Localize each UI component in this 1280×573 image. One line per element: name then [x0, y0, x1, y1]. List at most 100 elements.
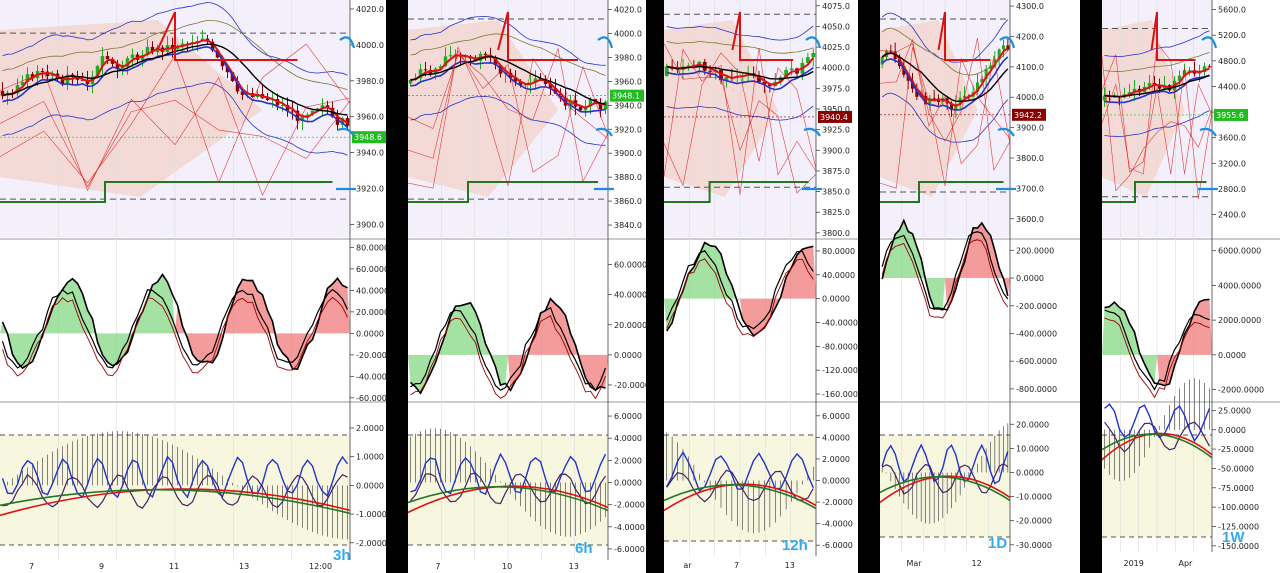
mid-tick-label: 60.0000 [356, 265, 386, 274]
candle-body [975, 82, 980, 92]
candle-body [105, 56, 110, 59]
signal-line [410, 306, 607, 392]
cloud-fill [1102, 20, 1185, 197]
price-tick-label: 2400.0 [1218, 211, 1246, 220]
mid-tick-label: -600.0000 [1016, 357, 1057, 366]
price-tick-label: 3920.0 [356, 185, 384, 194]
low-tick-label: -50.0000 [1218, 464, 1254, 473]
low-tick-label: 6.0000 [614, 412, 642, 421]
date-tick-label: Apr [1179, 559, 1194, 568]
mid-tick-label: 80.0000 [356, 243, 386, 252]
date-tick-label: 2019 [1124, 559, 1144, 568]
fast-ma-blue [1104, 74, 1210, 104]
momentum-fill-red [945, 223, 1010, 310]
mid-tick-label: -20.0000 [614, 381, 646, 390]
candle-body [483, 53, 488, 55]
price-tick-label: 3960.0 [356, 113, 384, 122]
low-tick-label: -125.0000 [1218, 522, 1259, 531]
candle-body [533, 78, 538, 83]
current-price-label: 3948.6 [354, 133, 382, 142]
price-tick-label: 4020.0 [614, 6, 642, 15]
candle-body [1102, 95, 1107, 101]
support-step [664, 181, 809, 203]
mid-tick-label: 2000.0000 [1218, 316, 1261, 325]
mid-tick-label: -40.0000 [356, 372, 386, 381]
price-tick-label: 3960.0 [614, 77, 642, 86]
low-tick-label: 25.0000 [1218, 406, 1251, 415]
candle-body [949, 103, 954, 111]
date-tick-label: 7 [29, 562, 34, 571]
osc-green-curve [0, 488, 351, 515]
low-tick-label: -2.0000 [356, 539, 386, 548]
timeframe-label: 1D [988, 535, 1008, 552]
date-tick-label: 13 [239, 562, 249, 571]
current-price-badge [610, 89, 644, 102]
low-tick-label: 0.0000 [822, 477, 850, 486]
chart-panel-1W: 5600.05200.04800.04400.04000.03600.03200… [1102, 0, 1280, 573]
momentum-line [881, 218, 1009, 311]
candle-body [980, 78, 984, 83]
price-tick-label: 5200.0 [1218, 31, 1246, 40]
mid-tick-label: 0.0000 [614, 351, 642, 360]
current-price-label: 3955.6 [1216, 111, 1244, 120]
mid-tick-label: 20.0000 [614, 321, 646, 330]
candle-body [220, 57, 225, 67]
envelope-line [1104, 52, 1210, 73]
osc-fast-line [881, 443, 1009, 485]
mid-tick-label: 40.0000 [822, 271, 855, 280]
momentum-fill-red [1157, 299, 1212, 386]
candle-body [664, 66, 669, 76]
candle-body [423, 69, 428, 71]
annotation-arrow [999, 36, 1016, 49]
price-tick-label: 4000.0 [614, 30, 642, 39]
current-price-label: 3948.1 [612, 92, 640, 101]
osc-green-curve [408, 486, 609, 512]
low-tick-label: -20.0000 [1016, 517, 1052, 526]
fast-ma-red [881, 47, 1009, 107]
price-tick-label: 4000.0 [822, 64, 850, 73]
price-tick-label: 3800.0 [822, 229, 850, 238]
panel-divider [386, 0, 408, 573]
zigzag-line [1102, 54, 1213, 199]
candle-body [548, 84, 553, 89]
candle-body [1132, 88, 1137, 93]
momentum-aux-line [410, 315, 606, 400]
momentum-line [666, 241, 814, 337]
candle-body [95, 65, 100, 77]
low-tick-label: -75.0000 [1218, 484, 1254, 493]
slow-ma-black [410, 55, 606, 105]
low-tick-label: -4.0000 [822, 520, 853, 529]
panel-divider [1080, 0, 1102, 573]
signal-line [666, 250, 814, 330]
price-tick-label: 4800.0 [1218, 57, 1246, 66]
signal-line [881, 231, 1009, 311]
support-step [1102, 181, 1207, 203]
price-tick-label: 3920.0 [614, 125, 642, 134]
envelope-line [881, 27, 1009, 76]
signal-line [1104, 309, 1210, 391]
momentum-aux-line [881, 239, 1009, 319]
zigzag-line [664, 48, 817, 195]
timeframe-label: 3h [333, 547, 351, 564]
price-tick-label: 3980.0 [614, 53, 642, 62]
date-tick-label: Mar [907, 559, 923, 568]
candle-body [880, 57, 884, 65]
price-tick-label: 3860.0 [614, 197, 642, 206]
candle-body [305, 114, 310, 117]
current-price-label: 3940.4 [820, 113, 848, 122]
candle-body [513, 78, 518, 82]
date-tick-label: 13 [785, 561, 795, 570]
low-tick-label: 2.0000 [614, 456, 642, 465]
price-tick-label: 4020.0 [356, 5, 384, 14]
chart-1D-svg: 4300.0 4200.0 4100.0 4000.0 3900.0 3800.0 3700… [880, 0, 1080, 568]
price-tick-label: 4050.0 [822, 22, 850, 31]
chart-panel-6h: 4020.0 4000.0 3980.0 3960.0 3940.0 3920.0 3900… [408, 0, 646, 573]
mid-tick-label: 0.0000 [822, 295, 850, 304]
candle-body [578, 106, 583, 111]
price-tick-label: 2800.0 [1218, 185, 1246, 194]
price-tick-label: 3840.0 [614, 221, 642, 230]
mid-tick-label: 0.0000 [356, 329, 384, 338]
date-tick-label: 9 [99, 562, 104, 571]
candle-body [20, 81, 25, 86]
candle-body [290, 110, 295, 112]
